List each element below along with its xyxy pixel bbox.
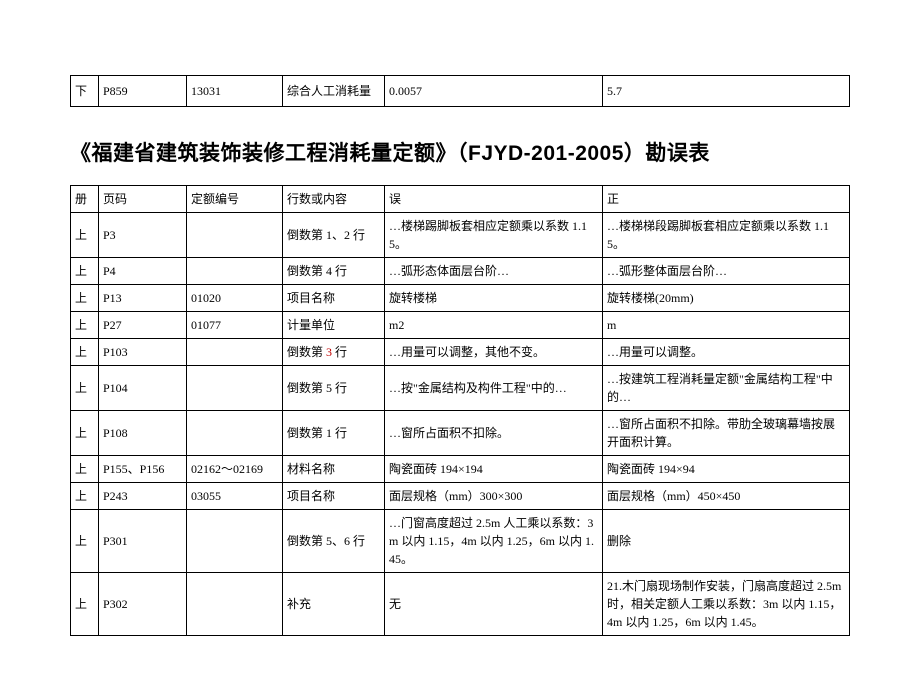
- cell: 无: [385, 573, 603, 636]
- cell: 倒数第 1、2 行: [283, 213, 385, 258]
- cell: 旋转楼梯(20mm): [603, 285, 850, 312]
- cell: P104: [99, 366, 187, 411]
- cell: P4: [99, 258, 187, 285]
- cell: m2: [385, 312, 603, 339]
- cell: …门窗高度超过 2.5m 人工乘以系数：3m 以内 1.15，4m 以内 1.2…: [385, 510, 603, 573]
- cell: 5.7: [603, 76, 850, 107]
- table-row: 上P2701077计量单位m2m: [71, 312, 850, 339]
- page-title: 《福建省建筑装饰装修工程消耗量定额》（FJYD-201-2005）勘误表: [70, 137, 850, 167]
- cell: [187, 339, 283, 366]
- cell: 删除: [603, 510, 850, 573]
- cell: 倒数第 5 行: [283, 366, 385, 411]
- cell: m: [603, 312, 850, 339]
- table-row: 上P4 倒数第 4 行…弧形态体面层台阶……弧形整体面层台阶…: [71, 258, 850, 285]
- cell: 上: [71, 573, 99, 636]
- cell: …窗所占面积不扣除。: [385, 411, 603, 456]
- cell: 计量单位: [283, 312, 385, 339]
- cell: 13031: [187, 76, 283, 107]
- cell: …用量可以调整，其他不变。: [385, 339, 603, 366]
- cell: 下: [71, 76, 99, 107]
- cell: P27: [99, 312, 187, 339]
- cell: P243: [99, 483, 187, 510]
- cell: 项目名称: [283, 285, 385, 312]
- cell: P103: [99, 339, 187, 366]
- col-header: 册: [71, 186, 99, 213]
- table-row: 上P1301020项目名称旋转楼梯旋转楼梯(20mm): [71, 285, 850, 312]
- cell: …楼梯梯段踢脚板套相应定额乘以系数 1.15。: [603, 213, 850, 258]
- table-row: 上P302 补充无21.木门扇现场制作安装，门扇高度超过 2.5m 时，相关定额人…: [71, 573, 850, 636]
- cell: 0.0057: [385, 76, 603, 107]
- table-row: 上P3 倒数第 1、2 行…楼梯踢脚板套相应定额乘以系数 1.15。…楼梯梯段踢脚…: [71, 213, 850, 258]
- cell: P108: [99, 411, 187, 456]
- cell: 倒数第 4 行: [283, 258, 385, 285]
- cell: P13: [99, 285, 187, 312]
- table-row: 上P24303055项目名称面层规格（mm）300×300面层规格（mm）450…: [71, 483, 850, 510]
- cell: 上: [71, 213, 99, 258]
- cell: 陶瓷面砖 194×194: [385, 456, 603, 483]
- cell: 倒数第 1 行: [283, 411, 385, 456]
- cell: 上: [71, 483, 99, 510]
- table-row: 上P301 倒数第 5、6 行…门窗高度超过 2.5m 人工乘以系数：3m 以内 …: [71, 510, 850, 573]
- cell: 倒数第 5、6 行: [283, 510, 385, 573]
- cell: P302: [99, 573, 187, 636]
- cell: 21.木门扇现场制作安装，门扇高度超过 2.5m 时，相关定额人工乘以系数：3m…: [603, 573, 850, 636]
- cell: 面层规格（mm）450×450: [603, 483, 850, 510]
- cell: …楼梯踢脚板套相应定额乘以系数 1.15。: [385, 213, 603, 258]
- cell: 陶瓷面砖 194×94: [603, 456, 850, 483]
- cell: …用量可以调整。: [603, 339, 850, 366]
- cell: 材料名称: [283, 456, 385, 483]
- cell: P859: [99, 76, 187, 107]
- cell: P155、P156: [99, 456, 187, 483]
- col-header: 页码: [99, 186, 187, 213]
- cell: 03055: [187, 483, 283, 510]
- table-row: 上P104 倒数第 5 行…按"金属结构及构件工程"中的……按建筑工程消耗量定额"…: [71, 366, 850, 411]
- cell: 上: [71, 510, 99, 573]
- cell: 面层规格（mm）300×300: [385, 483, 603, 510]
- table-row: 上P103 倒数第 3 行…用量可以调整，其他不变。…用量可以调整。: [71, 339, 850, 366]
- errata-table: 册 页码 定额编号 行数或内容 误 正 上P3倒数第 1、2 行…楼梯踢脚板套相…: [70, 185, 850, 636]
- cell: P301: [99, 510, 187, 573]
- cell: 上: [71, 339, 99, 366]
- col-header: 行数或内容: [283, 186, 385, 213]
- cell: 上: [71, 456, 99, 483]
- prior-table-fragment: 下 P859 13031 综合人工消耗量 0.0057 5.7: [70, 75, 850, 107]
- cell: [187, 510, 283, 573]
- cell: 02162～02169: [187, 456, 283, 483]
- cell: 上: [71, 312, 99, 339]
- table-row: 上P155、P15602162～02169材料名称陶瓷面砖 194×194陶瓷面…: [71, 456, 850, 483]
- cell: …窗所占面积不扣除。带肋全玻璃幕墙按展开面积计算。: [603, 411, 850, 456]
- table-header-row: 册 页码 定额编号 行数或内容 误 正: [71, 186, 850, 213]
- cell: 01020: [187, 285, 283, 312]
- cell: …弧形态体面层台阶…: [385, 258, 603, 285]
- cell: 倒数第 3 行: [283, 339, 385, 366]
- cell: P3: [99, 213, 187, 258]
- cell: 上: [71, 366, 99, 411]
- cell: 综合人工消耗量: [283, 76, 385, 107]
- cell: 补充: [283, 573, 385, 636]
- cell: [187, 573, 283, 636]
- cell: …按建筑工程消耗量定额"金属结构工程"中的…: [603, 366, 850, 411]
- cell: [187, 411, 283, 456]
- col-header: 正: [603, 186, 850, 213]
- col-header: 定额编号: [187, 186, 283, 213]
- col-header: 误: [385, 186, 603, 213]
- cell: 项目名称: [283, 483, 385, 510]
- cell: [187, 213, 283, 258]
- cell: 上: [71, 285, 99, 312]
- cell: [187, 258, 283, 285]
- cell: 旋转楼梯: [385, 285, 603, 312]
- cell: [187, 366, 283, 411]
- table-row: 上P108 倒数第 1 行…窗所占面积不扣除。…窗所占面积不扣除。带肋全玻璃幕墙按…: [71, 411, 850, 456]
- cell: 上: [71, 258, 99, 285]
- cell: 上: [71, 411, 99, 456]
- cell: …按"金属结构及构件工程"中的…: [385, 366, 603, 411]
- cell: …弧形整体面层台阶…: [603, 258, 850, 285]
- cell: 01077: [187, 312, 283, 339]
- table-row: 下 P859 13031 综合人工消耗量 0.0057 5.7: [71, 76, 850, 107]
